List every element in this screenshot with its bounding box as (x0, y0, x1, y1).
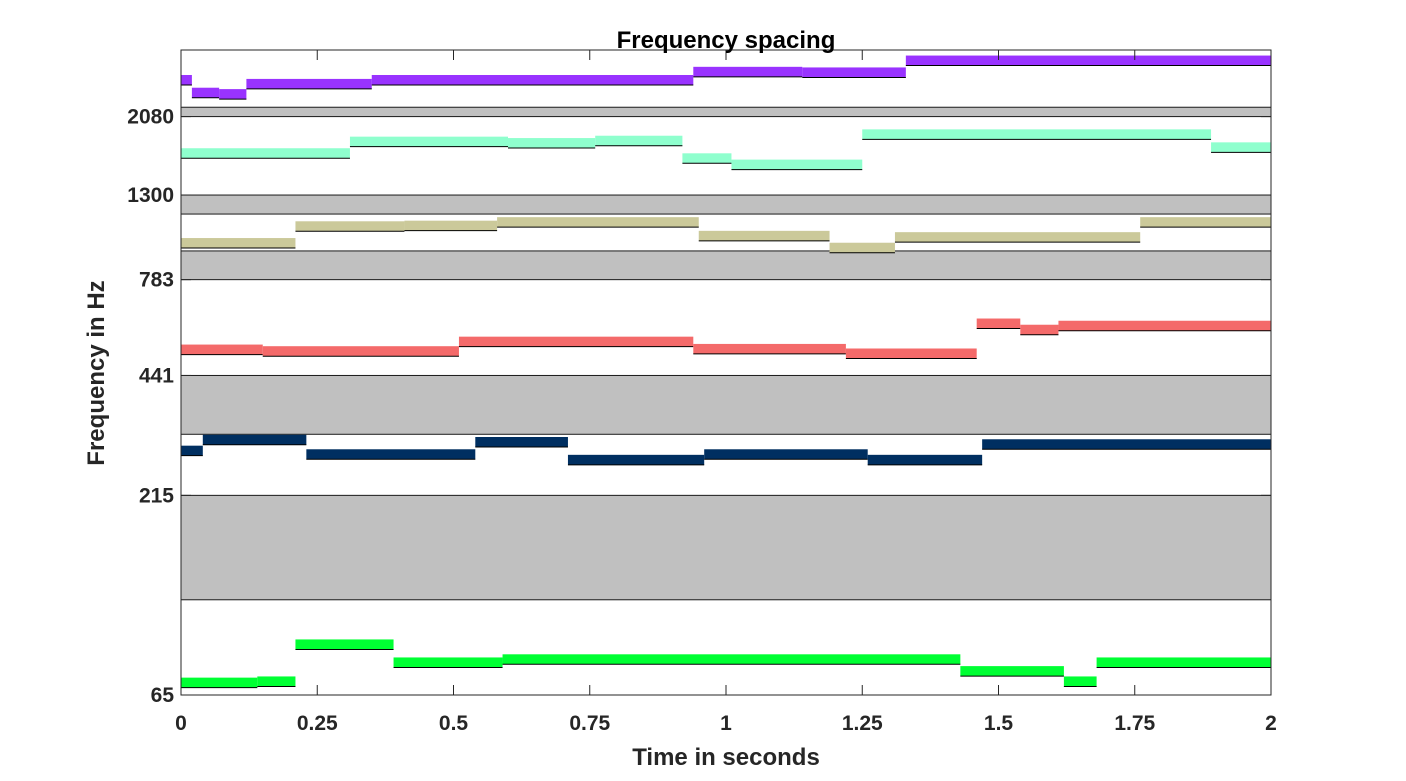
note-bar-4-4 (682, 153, 732, 164)
x-tick-label: 1.25 (842, 712, 883, 735)
note-bar-5-7 (905, 55, 1271, 66)
gap-band-4 (180, 106, 1272, 118)
note-bar-2-4 (845, 348, 977, 359)
note-bar-4-5 (731, 159, 863, 170)
note-bar-1-7 (982, 439, 1271, 450)
y-axis: 65 215 441 783 1300 2080 (127, 106, 1271, 707)
note-bar-0-0 (181, 677, 258, 688)
gap-band-3 (180, 194, 1272, 215)
note-bars (181, 55, 1271, 689)
x-tick-label: 0 (175, 712, 187, 735)
gap-band-1 (180, 374, 1272, 435)
note-bar-5-4 (371, 74, 694, 85)
x-tick-label: 0.25 (297, 712, 338, 735)
note-bar-3-6 (894, 232, 1141, 243)
y-tick-label: 783 (139, 269, 174, 292)
x-axis-label: Time in seconds (632, 744, 820, 771)
note-bar-1-5 (704, 449, 868, 460)
note-bar-3-5 (829, 242, 895, 253)
note-bar-3-0 (181, 238, 296, 249)
note-bar-4-7 (1211, 142, 1271, 153)
x-tick-label: 0.75 (569, 712, 610, 735)
note-bar-1-0 (181, 445, 203, 456)
note-bar-0-6 (1063, 676, 1097, 687)
note-bar-4-3 (595, 135, 683, 146)
note-bar-1-2 (306, 449, 476, 460)
note-bar-2-0 (181, 344, 263, 355)
note-bar-2-7 (1058, 320, 1271, 331)
note-bar-5-0 (181, 74, 192, 85)
note-bar-0-2 (295, 639, 394, 650)
note-bar-4-1 (349, 136, 508, 147)
y-tick-label: 441 (139, 364, 174, 387)
note-bar-0-5 (960, 666, 1064, 677)
chart-title: Frequency spacing (617, 27, 836, 54)
note-bar-4-6 (862, 129, 1212, 140)
gap-band-0 (180, 494, 1272, 601)
x-axis: 0 0.25 0.5 0.75 1 1.25 1.5 1.75 2 (175, 50, 1277, 735)
gap-bands (180, 106, 1272, 601)
x-tick-label: 1.5 (984, 712, 1014, 735)
x-tick-label: 1.75 (1114, 712, 1155, 735)
note-bar-0-3 (393, 657, 503, 668)
y-tick-label: 215 (139, 484, 174, 507)
note-bar-4-0 (181, 148, 350, 159)
note-bar-1-3 (475, 436, 568, 447)
note-bar-1-4 (567, 454, 705, 465)
note-bar-5-3 (246, 78, 372, 89)
note-bar-0-1 (257, 676, 296, 687)
note-bar-1-6 (867, 454, 983, 465)
note-bar-3-1 (295, 221, 405, 232)
y-tick-label: 65 (151, 684, 175, 707)
y-tick-label: 1300 (127, 184, 174, 207)
note-bar-5-5 (693, 66, 803, 77)
x-tick-label: 1 (720, 712, 732, 735)
note-bar-0-4 (502, 654, 961, 665)
note-bar-1-1 (202, 434, 307, 445)
note-bar-5-6 (802, 67, 906, 78)
note-bar-2-1 (262, 346, 459, 357)
note-bar-5-2 (219, 89, 247, 100)
note-bar-2-3 (693, 343, 846, 354)
note-bar-2-5 (976, 318, 1021, 329)
note-bar-2-2 (458, 336, 694, 347)
note-bar-3-2 (404, 220, 498, 231)
y-tick-label: 2080 (127, 106, 174, 129)
note-bar-2-6 (1020, 324, 1059, 335)
note-bar-5-1 (191, 87, 220, 98)
gap-band-2 (180, 250, 1272, 281)
note-bar-4-2 (508, 138, 596, 149)
note-bar-3-3 (497, 217, 699, 228)
y-axis-label: Frequency in Hz (83, 280, 110, 465)
note-bar-3-7 (1140, 217, 1271, 228)
note-bar-3-4 (698, 230, 830, 241)
note-bar-0-7 (1096, 657, 1271, 668)
x-tick-label: 0.5 (439, 712, 469, 735)
x-tick-label: 2 (1265, 712, 1277, 735)
